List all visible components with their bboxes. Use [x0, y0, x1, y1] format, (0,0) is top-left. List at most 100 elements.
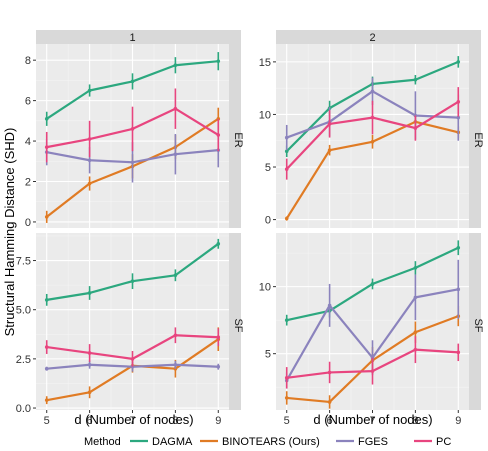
- data-point: [327, 400, 332, 404]
- row-strip-er-2: [469, 44, 481, 228]
- data-point: [87, 390, 92, 395]
- data-point: [413, 77, 418, 82]
- data-point: [44, 145, 49, 149]
- data-point: [284, 396, 289, 400]
- panel-2-er: 0 5 10 15: [259, 44, 469, 228]
- panel-2-sf: 5 10 5 6 7 8 9: [259, 233, 469, 427]
- series-pc: [284, 336, 461, 389]
- data-point: [456, 287, 461, 292]
- data-point: [370, 115, 375, 120]
- data-point: [370, 282, 375, 286]
- legend-label: PC: [436, 436, 451, 448]
- data-point: [173, 273, 178, 278]
- series-dagma: [284, 240, 461, 326]
- y-tick-label: 4: [25, 136, 31, 148]
- data-point: [327, 122, 332, 126]
- y-tick-label: 5: [265, 162, 271, 174]
- data-point: [216, 133, 221, 137]
- y-tick-label: 0: [265, 215, 271, 227]
- data-point: [284, 167, 289, 171]
- col-strip-label: 2: [369, 32, 375, 44]
- x-tick-label: 6: [87, 415, 93, 427]
- data-point: [413, 266, 418, 270]
- col-strip-2: [276, 30, 481, 44]
- data-point: [87, 137, 92, 141]
- y-tick-label: 10: [259, 109, 271, 121]
- series-pc: [284, 87, 461, 180]
- x-tick-label: 5: [284, 415, 290, 427]
- y-tick-label: 2.5: [16, 354, 31, 366]
- data-point: [130, 279, 135, 283]
- data-point: [456, 60, 461, 64]
- row-strip-sf-1: [229, 233, 241, 410]
- legend-title: Method: [84, 436, 121, 448]
- data-point: [370, 89, 375, 94]
- x-tick-label: 9: [455, 415, 461, 427]
- data-point: [130, 160, 135, 165]
- x-tick-label: 8: [172, 415, 178, 427]
- row-strip-label: SF: [472, 318, 484, 332]
- y-tick-label: 0: [25, 217, 31, 229]
- data-point: [284, 216, 289, 221]
- x-tick-label: 9: [215, 415, 221, 427]
- legend-label: DAGMA: [152, 436, 193, 448]
- series-pc: [44, 88, 221, 163]
- legend-label: FGES: [358, 436, 388, 448]
- legend-label: BINOTEARS (Ours): [222, 436, 320, 448]
- x-tick-label: 7: [129, 415, 135, 427]
- data-point: [173, 63, 178, 68]
- data-point: [413, 126, 418, 130]
- data-point: [284, 149, 289, 154]
- data-point: [44, 398, 49, 402]
- data-point: [327, 303, 332, 308]
- y-tick-label: 5.0: [16, 305, 31, 317]
- row-strip-sf-2: [469, 233, 481, 410]
- data-point: [87, 362, 92, 367]
- row-strip-label: SF: [232, 318, 244, 332]
- x-tick-label: 7: [369, 415, 375, 427]
- data-point: [216, 335, 221, 340]
- data-point: [456, 100, 461, 104]
- y-tick-label: 7.5: [16, 256, 31, 268]
- x-tick-label: 8: [412, 415, 418, 427]
- data-point: [284, 135, 289, 140]
- data-point: [216, 59, 221, 63]
- data-point: [44, 117, 49, 121]
- row-strip-label: ER: [472, 132, 484, 147]
- data-point: [130, 357, 135, 361]
- data-point: [44, 345, 49, 349]
- data-point: [284, 318, 289, 322]
- legend-item-dagma: DAGMA: [130, 436, 193, 448]
- data-point: [327, 148, 332, 152]
- series-dagma: [44, 238, 221, 306]
- data-point: [216, 242, 221, 246]
- data-point: [87, 291, 92, 295]
- panel-1-er: 0 2 4 6 8: [25, 44, 229, 229]
- y-tick-label: 5: [265, 349, 271, 361]
- legend-item-pc: PC: [414, 436, 451, 448]
- data-point: [173, 152, 178, 156]
- y-axis-title: Structural Hamming Distance (SHD): [2, 128, 17, 337]
- series-dagma: [44, 52, 221, 126]
- data-point: [87, 181, 92, 186]
- legend-item-binotears-ours: BINOTEARS (Ours): [200, 436, 320, 448]
- data-point: [130, 127, 135, 131]
- data-point: [327, 370, 332, 375]
- data-point: [130, 79, 135, 84]
- row-strip-er-1: [229, 44, 241, 228]
- data-point: [413, 330, 418, 335]
- row-strip-label: ER: [232, 132, 244, 147]
- x-axis-title-2: d (Number of nodes): [313, 412, 432, 427]
- y-tick-label: 10: [259, 282, 271, 294]
- col-strip-label: 1: [129, 32, 135, 44]
- data-point: [173, 333, 178, 338]
- legend-item-fges: FGES: [336, 436, 388, 448]
- data-point: [216, 364, 221, 369]
- data-point: [370, 139, 375, 144]
- data-point: [44, 366, 49, 371]
- panel-1-sf: 0.0 2.5 5.0 7.5 5 6 7 8 9: [16, 233, 229, 427]
- y-tick-label: 0.0: [16, 403, 31, 415]
- x-axis-title: d (Number of nodes): [74, 412, 193, 427]
